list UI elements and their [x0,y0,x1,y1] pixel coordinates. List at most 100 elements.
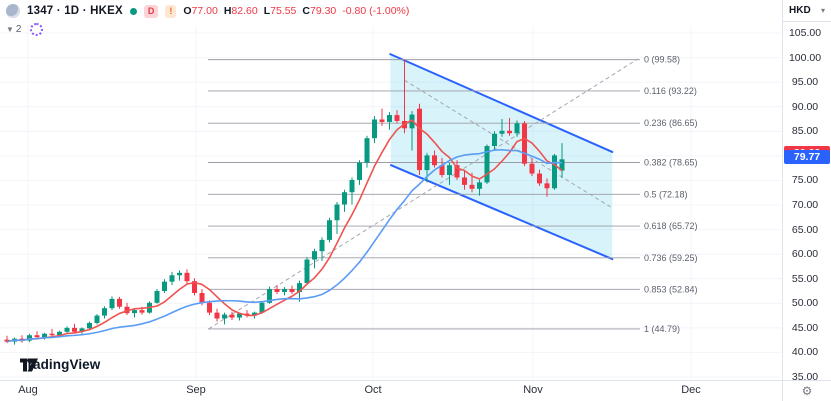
candle [357,162,362,180]
candle [139,310,145,313]
candle [529,163,535,174]
candle [229,314,235,318]
change-value: -0.80 (-1.00%) [342,5,410,17]
candle [282,289,287,292]
price-tick: 65.00 [791,223,819,236]
market-status-icon [129,7,137,15]
candle [499,130,505,134]
candle [222,314,227,319]
price-tick: 90.00 [791,100,819,113]
candle [267,289,272,303]
candle [34,335,40,338]
candle [349,179,355,193]
fib-level-label: 0.5 (72.18) [644,189,688,199]
price-tick: 70.00 [791,198,819,211]
alert-badge[interactable]: ! [165,4,177,18]
candle [27,335,32,341]
ohlc-readout: O77.00 H82.60 L75.55 C79.30 -0.80 (-1.00… [183,5,409,17]
candle [72,327,77,332]
close-value: 79.30 [310,5,337,17]
candle [64,327,70,332]
candle [544,183,550,189]
candle [454,165,460,178]
candle [507,130,512,134]
month-tick: Oct [364,384,382,396]
low-value: 75.55 [270,5,297,17]
candle [372,119,377,139]
candle [559,159,565,171]
candle [334,204,340,221]
candle [57,331,62,336]
tradingview-logo[interactable]: TradingView [20,357,100,372]
candle [207,302,212,313]
symbol-title[interactable]: 1347 · 1D · HKEX [27,5,123,17]
price-label-badge: 79.77 [784,149,830,164]
fib-level-label: 1 (44.79) [644,324,680,334]
price-tick: 55.00 [791,272,819,285]
candle [417,108,422,171]
fib-level-label: 0 (99.58) [644,55,680,65]
candle [379,119,385,122]
candle [327,220,332,240]
candle [319,239,325,252]
candle [154,290,160,303]
candle [4,339,10,342]
object-tree-collapse-button[interactable]: ▼ 2 [6,24,21,35]
price-tick: 75.00 [791,174,819,187]
price-tick: 95.00 [791,76,819,89]
candle [169,275,175,282]
candle [514,123,520,134]
candle [304,259,310,284]
interval-badge[interactable]: D [143,4,159,18]
caret-down-icon: ▾ [820,6,825,15]
fib-level-label: 0.853 (52.84) [644,284,698,294]
candle [199,292,205,303]
candle [94,315,100,323]
candle [259,302,265,313]
candle [447,165,452,176]
candle [184,272,190,282]
open-label: O [183,5,192,17]
time-axis[interactable]: Aug Sep Oct Nov Dec [0,380,783,401]
currency-selector[interactable]: HKD ▾ [783,0,831,22]
month-tick: Nov [523,384,543,396]
replay-ring-icon[interactable] [30,23,44,36]
candle [162,281,167,291]
object-tree-count: 2 [15,24,22,35]
candle [522,123,527,164]
price-tick: 45.00 [791,321,819,334]
candle [289,289,295,292]
candle [252,312,257,316]
candle [49,333,55,336]
month-tick: Dec [681,384,701,396]
chevron-down-icon: ▼ [6,25,14,34]
fib-level-label: 0.736 (59.25) [644,253,698,263]
candle [102,308,107,316]
tradingview-mark-icon [20,358,38,372]
candle [87,322,92,329]
month-tick: Sep [186,384,206,396]
fib-level-label: 0.618 (65.72) [644,221,698,231]
chart-header: 1347 · 1D · HKEX D ! O77.00 H82.60 L75.5… [6,4,409,18]
candle [537,173,542,184]
low-label: L [263,5,271,17]
candle [124,306,130,314]
candle [477,182,482,189]
currency-label: HKD [789,5,811,16]
candle [432,155,437,166]
fib-level-label: 0.236 (86.65) [644,118,698,128]
gear-icon: ⚙ [801,384,813,398]
axis-settings-button[interactable]: ⚙ [782,380,831,401]
candle [132,310,137,314]
chart-canvas[interactable]: 0 (99.58) 0.116 (93.22) 0.236 (86.65) 0.382… [0,0,783,381]
open-value: 77.00 [191,5,218,17]
chart-subheader: ▼ 2 [6,23,44,36]
candle [424,155,430,171]
candle [177,272,182,276]
high-value: 82.60 [231,5,258,17]
candle [312,251,317,260]
candle [342,192,347,205]
candle [237,313,242,318]
price-axis[interactable]: HKD ▾ 105.00100.0095.0090.0085.0080.0075… [782,0,831,383]
close-label: C [302,5,310,17]
